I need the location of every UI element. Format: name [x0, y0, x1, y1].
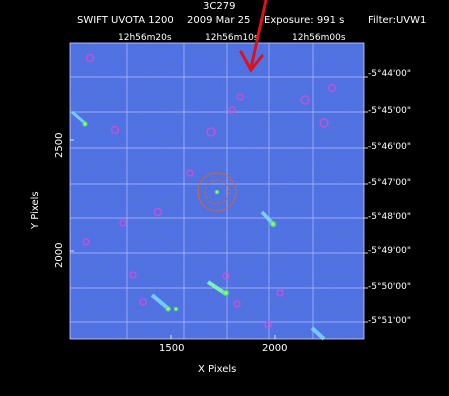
axis-ticks [70, 76, 368, 339]
bright-sources [71, 110, 326, 341]
exposure-label: Exposure: 991 s [264, 15, 345, 26]
x-pixel-tick-label: 2000 [262, 343, 288, 354]
dec-tick-label: -5°50'00" [368, 282, 411, 292]
annotation-arrow [239, 0, 268, 73]
ra-tick-label: 12h56m00s [292, 33, 346, 43]
source-circles [82, 53, 337, 329]
dec-tick-label: -5°44'00" [368, 69, 411, 79]
ra-tick-label: 12h56m20s [118, 33, 172, 43]
dec-tick-label: -5°49'00" [368, 246, 411, 256]
filter-label: Filter:UVW1 [368, 15, 427, 26]
coordinate-grid [70, 43, 364, 339]
dec-tick-label: -5°51'00" [368, 316, 411, 326]
dec-tick-label: -5°48'00" [368, 212, 411, 222]
image-border [69, 42, 365, 340]
target-inner-circle [204, 179, 230, 205]
target-outer-circle [197, 172, 237, 212]
object-name: 3C279 [203, 1, 236, 12]
instrument-label: SWIFT UVOTA 1200 [77, 15, 174, 26]
ra-tick-label: 12h56m10s [205, 33, 259, 43]
dec-tick-label: -5°45'00" [368, 106, 411, 116]
observation-date: 2009 Mar 25 [187, 15, 251, 26]
dec-tick-label: -5°47'00" [368, 178, 411, 188]
dec-tick-label: -5°46'00" [368, 142, 411, 152]
x-pixel-tick-label: 1500 [159, 343, 185, 354]
x-axis-label: X Pixels [198, 364, 237, 375]
